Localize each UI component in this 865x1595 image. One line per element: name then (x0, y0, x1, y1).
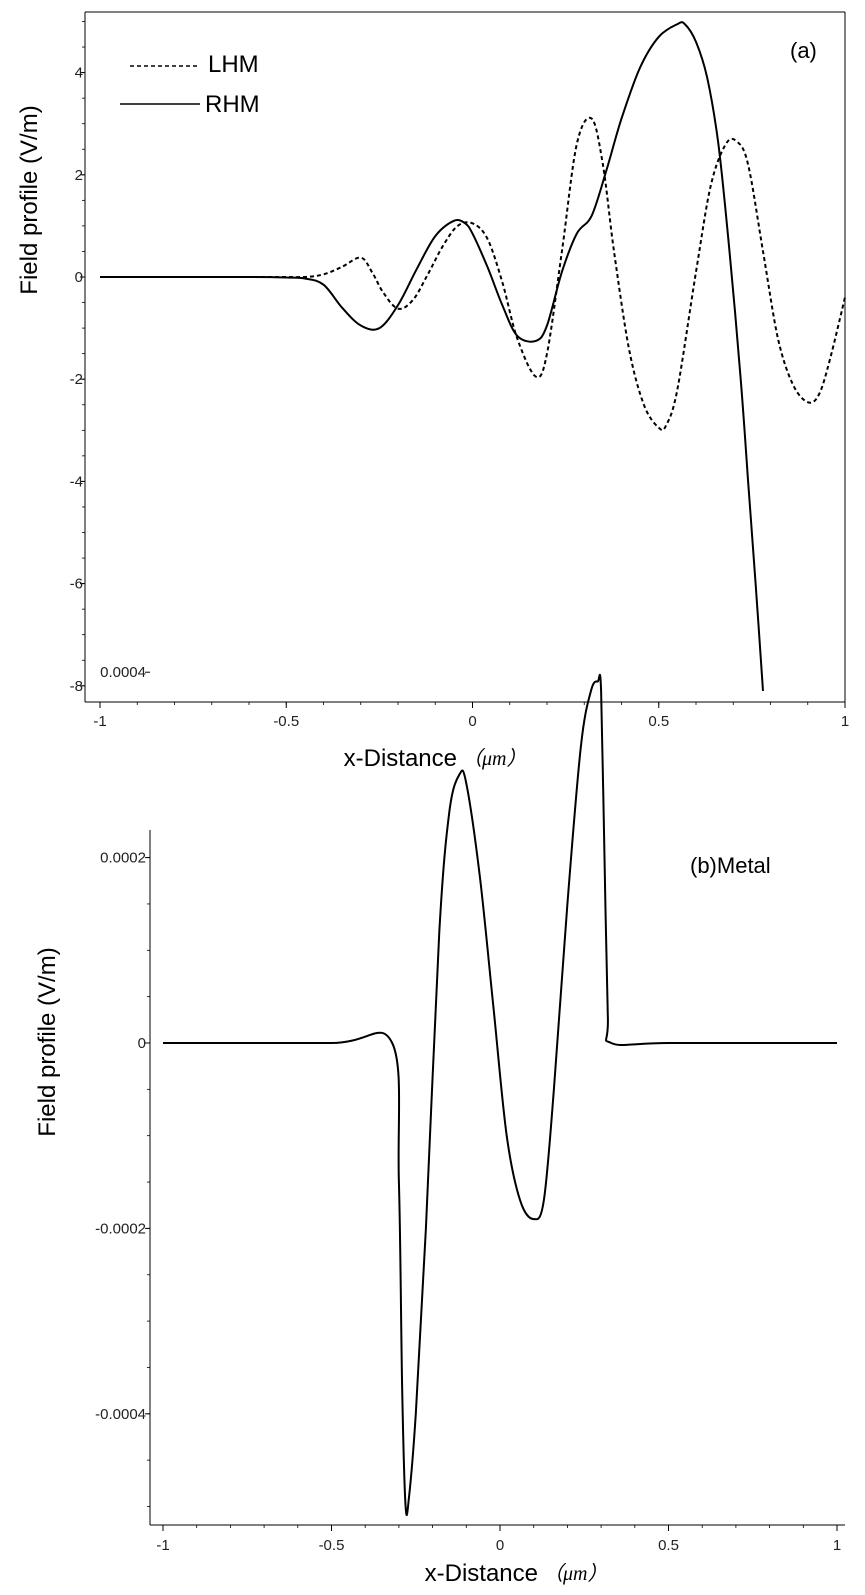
x-tick-label: -1 (93, 713, 106, 730)
y-tick-label: -0.0002 (95, 1220, 146, 1237)
panel-a-annotation: (a) (790, 38, 817, 63)
x-tick-label: 0 (468, 713, 476, 730)
x-tick-label: -0.5 (319, 1537, 345, 1554)
panel-a-axes: -8 -6 -4 -2 0 2 4 -1 -0.5 0 0.5 1 (70, 11, 849, 730)
x-tick-label: 0.5 (658, 1537, 679, 1554)
panel-b-x-axis-title: x-Distance (425, 1560, 538, 1587)
y-tick-label: 2 (75, 167, 83, 184)
y-tick-label: 4 (75, 65, 83, 82)
panel-b-x-axis-unit: （μm） (543, 1562, 607, 1585)
x-tick-label: 0 (496, 1537, 504, 1554)
series-line-lhm (100, 116, 846, 432)
x-tick-label: 1 (833, 1537, 841, 1554)
panel-a-x-axis-unit: （μm） (462, 747, 526, 770)
panel-b-annotation: (b)Metal (690, 853, 771, 878)
y-tick-label: -6 (70, 576, 83, 593)
y-tick-label: -4 (70, 473, 83, 490)
y-tick-label: -2 (70, 371, 83, 388)
panel-b-y-axis-title: Field profile (V/m) (34, 947, 61, 1136)
y-tick-label: 0.0004 (100, 664, 146, 681)
y-tick-label: -8 (70, 678, 83, 695)
x-tick-label: 0.5 (648, 713, 669, 730)
y-tick-label: 0 (138, 1035, 146, 1052)
panel-a-x-axis-title: x-Distance (344, 745, 457, 772)
y-tick-label: 0.0002 (100, 850, 146, 867)
series-line-rhm (100, 21, 764, 691)
series-line-metal (163, 673, 837, 1517)
x-tick-label: -0.5 (273, 713, 299, 730)
y-tick-label: -0.0004 (95, 1406, 146, 1423)
chart-panel-b: -0.0004 -0.0002 0 0.0002 0.0004 -1 -0.5 0 0.5 1 (… (34, 664, 845, 1587)
panel-a-series-group (100, 21, 846, 691)
panel-a-legend: LHM RHM (120, 51, 260, 118)
x-tick-label: 1 (841, 713, 849, 730)
panel-a-y-axis-title: Field profile (V/m) (16, 105, 43, 294)
panel-b-axes: -0.0004 -0.0002 0 0.0002 0.0004 -1 -0.5 0 0.5 1 (95, 664, 845, 1554)
x-tick-label: -1 (156, 1537, 169, 1554)
legend-rhm-label: RHM (205, 91, 260, 118)
y-tick-label: 0 (75, 269, 83, 286)
legend-lhm-label: LHM (208, 51, 259, 78)
chart-panel-a: -8 -6 -4 -2 0 2 4 -1 -0.5 0 0.5 1 (a) LHM RHM Field… (16, 11, 849, 772)
panel-b-series-group (163, 673, 837, 1517)
